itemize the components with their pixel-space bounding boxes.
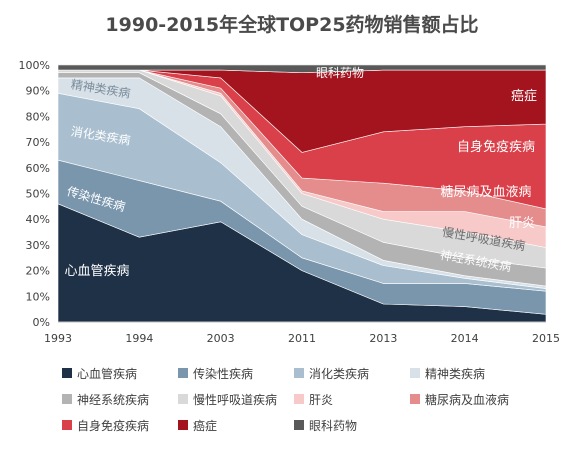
legend-swatch [410,394,420,404]
legend-swatch [294,368,304,378]
legend-swatch [62,420,72,430]
y-tick-label: 90% [26,85,50,98]
axes: 0% 10% 20% 30% 40% 50% 60% 70% 80% 90% 100% 1993 199… [19,59,560,345]
legend-label: 传染性疾病 [193,366,253,381]
y-tick-label: 30% [26,239,50,252]
x-tick-label: 1993 [44,332,72,345]
y-tick-label: 0% [33,316,50,329]
area-series [57,64,547,323]
chart-title: 1990-2015年全球TOP25药物销售额占比 [105,14,479,36]
series-annotation: 癌症 [511,88,537,104]
annotations: 眼科药物癌症自身免疫疾病糖尿病及血液病肝炎慢性呼吸道疾病神经系统疾病精神类疾病消… [64,66,537,279]
x-tick-label: 2014 [451,332,479,345]
legend-label: 心血管疾病 [77,366,137,381]
legend-label: 神经系统疾病 [77,392,149,407]
series-annotation: 肝炎 [509,216,535,231]
series-annotation: 眼科药物 [316,66,364,80]
y-tick-label: 20% [26,265,50,278]
x-tick-label: 2003 [207,332,235,345]
legend-swatch [178,420,188,430]
legend-label: 精神类疾病 [425,366,485,381]
legend-swatch [178,368,188,378]
legend-label: 肝炎 [309,393,333,407]
y-tick-label: 50% [26,188,50,201]
x-tick-label: 2011 [288,332,316,345]
legend-label: 自身免疫疾病 [77,418,149,433]
y-tick-label: 80% [26,110,50,123]
y-tick-label: 60% [26,162,50,175]
series-annotation: 糖尿病及血液病 [440,184,531,200]
legend-label: 慢性呼吸道疾病 [193,392,277,407]
y-tick-label: 100% [19,59,50,72]
y-tick-label: 40% [26,213,50,226]
legend-swatch [62,394,72,404]
legend-label: 眼科药物 [309,419,357,433]
area-series [57,64,547,74]
legend-label: 癌症 [193,418,217,433]
legend-swatch [410,368,420,378]
x-tick-label: 2013 [369,332,397,345]
legend-label: 糖尿病及血液病 [425,392,509,407]
legend-swatch [294,420,304,430]
legend-swatch [178,394,188,404]
series-annotation: 心血管疾病 [64,264,129,279]
series-annotation: 自身免疫疾病 [457,139,535,155]
y-tick-label: 10% [26,290,50,303]
x-tick-label: 2015 [532,332,560,345]
legend-swatch [62,368,72,378]
y-tick-label: 70% [26,136,50,149]
legend-swatch [294,394,304,404]
x-tick-label: 1994 [125,332,153,345]
legend-label: 消化类疾病 [309,366,369,381]
